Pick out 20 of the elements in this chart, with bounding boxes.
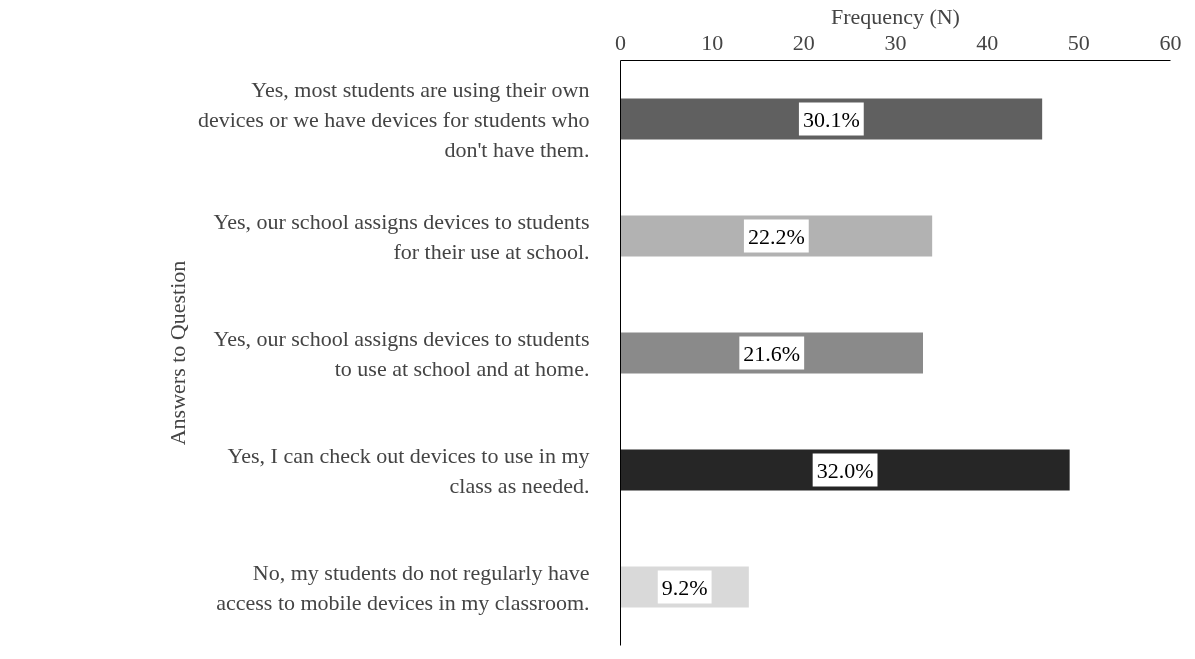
x-tick-label: 50: [1067, 29, 1090, 55]
y-tick-label: Yes, our school assigns devices to students for their use at school.: [213, 208, 590, 264]
x-tick-label: 20: [792, 29, 815, 55]
annotation: 32.0%: [816, 457, 874, 483]
x-tick-label: 10: [701, 29, 724, 55]
bar: [620, 449, 1070, 491]
y-tick-label: Yes, I can check out devices to use in my class as needed.: [227, 442, 590, 498]
y-tick-label: No, my students do not regularly have access to mobile devices in my classroom.: [216, 559, 590, 615]
y-axis-title: Answers to Question: [164, 260, 190, 446]
annotation: 21.6%: [743, 340, 801, 366]
x-tick-label: 40: [976, 29, 999, 55]
annotation: 30.1%: [802, 106, 860, 132]
x-tick-label: 60: [1159, 29, 1182, 55]
y-tick-label: Yes, our school assigns devices to students to use at school and at home.: [213, 325, 590, 381]
annotation: 22.2%: [747, 223, 805, 249]
y-tick-label: Yes, most students are using their own devices or we have devices for students who don't have them.: [197, 76, 590, 162]
x-tick-label: 0: [615, 29, 626, 55]
x-tick-label: 30: [884, 29, 907, 55]
x-axis-title: Frequency (N): [831, 3, 960, 29]
annotation: 9.2%: [661, 574, 708, 600]
